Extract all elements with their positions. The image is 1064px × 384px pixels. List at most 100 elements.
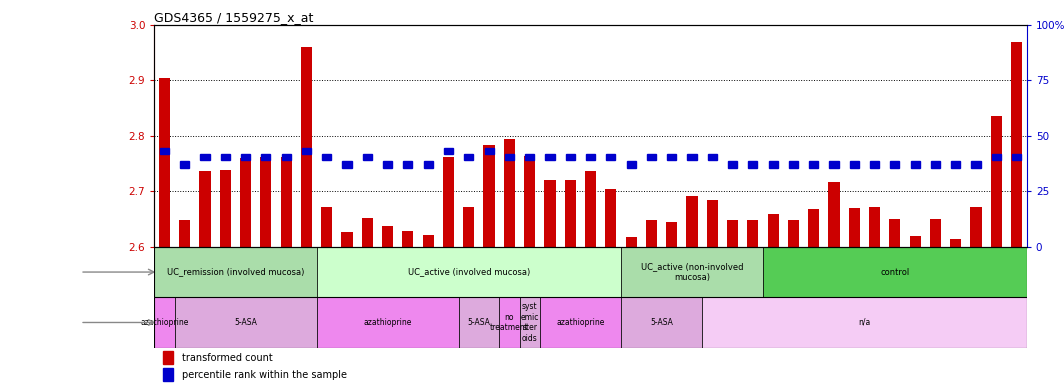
Bar [219,170,231,247]
Bar [301,47,312,247]
Bar [686,196,698,247]
Bar [199,171,211,247]
Bar [281,157,292,247]
Bar [809,161,818,167]
Bar [950,238,961,247]
Bar [483,145,495,247]
Bar [343,161,351,167]
Text: syst
emic
ster
oids: syst emic ster oids [520,302,538,343]
Bar [830,161,838,167]
Bar [647,154,655,160]
Bar [870,161,879,167]
Text: GDS4365 / 1559275_x_at: GDS4365 / 1559275_x_at [154,11,314,24]
Bar [930,218,941,247]
Bar [910,236,920,247]
Bar [200,154,210,160]
Bar [382,226,394,247]
Bar [702,297,1027,348]
Bar [422,235,434,247]
Bar [829,182,839,247]
Bar [890,218,900,247]
Bar [463,207,475,247]
Bar [728,161,737,167]
Bar [1011,41,1023,247]
Bar [464,154,473,160]
Bar [646,220,656,247]
Bar [220,154,230,160]
Text: n/a: n/a [859,318,870,327]
Bar [154,297,174,348]
Text: UC_remission (involved mucosa): UC_remission (involved mucosa) [167,268,304,276]
Bar [444,147,453,154]
Text: azathioprine: azathioprine [140,318,188,327]
Bar [545,180,555,247]
Bar [539,297,621,348]
Bar [627,161,635,167]
Text: azathioprine: azathioprine [364,318,412,327]
Bar [931,161,940,167]
Text: UC_active (non-involved
mucosa): UC_active (non-involved mucosa) [641,262,744,282]
Bar [687,154,697,160]
Bar [891,161,899,167]
Bar [503,139,515,247]
Bar [262,154,270,160]
Bar [180,161,189,167]
Bar [850,161,859,167]
Bar [706,200,718,247]
Bar [763,247,1027,297]
Bar [261,157,271,247]
Text: transformed count: transformed count [182,353,273,363]
Bar [605,189,616,247]
Bar [402,231,414,247]
Bar [747,220,759,247]
Bar [667,154,677,160]
Bar [519,297,539,348]
Bar [788,161,798,167]
Bar [302,147,311,154]
Bar [727,220,738,247]
Bar [321,207,332,247]
Bar [585,171,596,247]
Bar [240,158,251,247]
Bar [362,218,372,247]
Bar [179,220,190,247]
Bar [666,222,678,247]
Bar [606,154,615,160]
Bar [991,116,1002,247]
Bar [423,161,433,167]
Bar [708,154,717,160]
Bar [787,220,799,247]
Bar [621,247,763,297]
Bar [1012,154,1021,160]
Bar [767,214,779,247]
Bar [748,161,758,167]
Bar [159,78,170,247]
Bar [154,247,317,297]
Text: 5-ASA: 5-ASA [467,318,491,327]
Bar [163,351,173,364]
Bar [499,297,519,348]
Bar [525,156,535,247]
Text: 5-ASA: 5-ASA [650,318,672,327]
Bar [282,154,290,160]
Bar [992,154,1001,160]
Bar [849,208,860,247]
Bar [317,297,459,348]
Bar [869,207,880,247]
Bar [565,180,576,247]
Bar [586,154,595,160]
Bar [403,161,413,167]
Bar [484,147,494,154]
Text: percentile rank within the sample: percentile rank within the sample [182,370,347,380]
Bar [342,232,352,247]
Bar [160,147,169,154]
Text: 5-ASA: 5-ASA [234,318,257,327]
Bar [809,209,819,247]
Bar [546,154,554,160]
Bar [566,154,575,160]
Bar [911,161,919,167]
Bar [459,297,499,348]
Bar [970,207,982,247]
Bar [971,161,981,167]
Bar [322,154,331,160]
